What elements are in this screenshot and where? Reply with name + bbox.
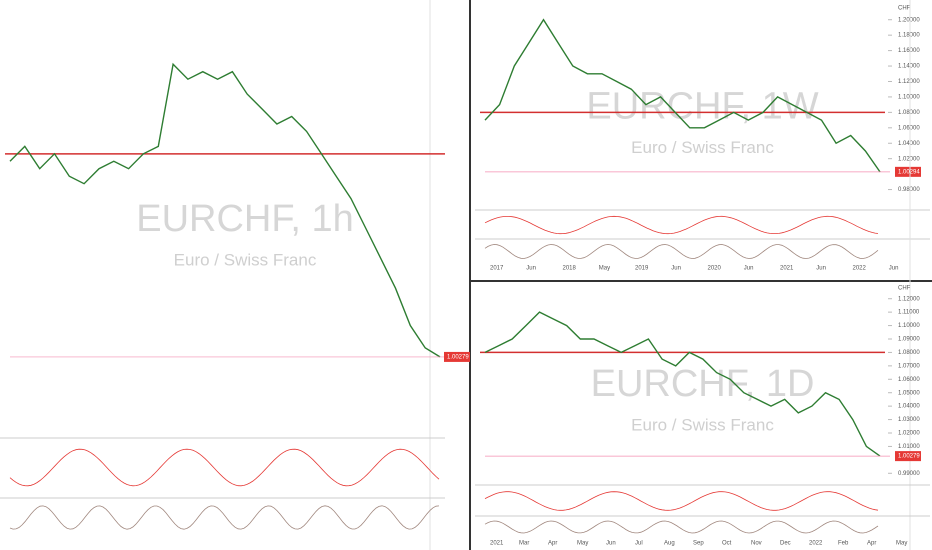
x-tick-label: 2017 [490, 266, 504, 272]
indicator-line [484, 215, 879, 235]
price-line [484, 18, 881, 173]
x-tick-label: Jun [606, 541, 616, 547]
y-tick-label: 1.12000 [898, 296, 920, 302]
x-tick-label: Jun [816, 266, 826, 272]
price-line [9, 62, 441, 358]
y-tick-label: 1.07000 [898, 363, 920, 369]
x-tick-label: 2021 [490, 541, 504, 547]
x-tick-label: 2020 [708, 266, 722, 272]
y-tick-label: 1.02000 [898, 156, 920, 162]
price-tag [895, 166, 921, 177]
watermark-subtitle: Euro / Swiss Franc [631, 415, 774, 434]
price-tag [895, 451, 921, 462]
y-tick-label: 1.03000 [898, 417, 920, 423]
y-tick-label: 1.16000 [898, 48, 920, 54]
watermark-subtitle: Euro / Swiss Franc [631, 138, 774, 157]
y-tick-label: 1.10000 [898, 323, 920, 329]
indicator-line [484, 244, 879, 259]
x-tick-label: Sep [693, 541, 704, 547]
y-tick-label: 0.98000 [898, 187, 920, 193]
currency: CHF [898, 286, 911, 292]
price-tag-label: 1.00294 [898, 169, 920, 175]
x-tick-label: Apr [867, 541, 876, 547]
y-tick-label: 1.05000 [898, 390, 920, 396]
x-tick-label: 2018 [563, 266, 577, 272]
x-tick-label: Jun [671, 266, 681, 272]
y-tick-label: 1.01000 [898, 444, 920, 450]
y-tick-label: 1.06000 [898, 125, 920, 131]
x-tick-label: Aug [664, 541, 675, 547]
x-tick-label: 2022 [809, 541, 823, 547]
x-tick-label: May [599, 266, 610, 272]
price-tag [444, 351, 470, 362]
indicator-line [484, 520, 879, 534]
watermark: EURCHF, 1D [591, 363, 815, 405]
y-tick-label: 1.04000 [898, 404, 920, 410]
x-tick-label: Mar [519, 541, 529, 547]
x-tick-label: May [896, 541, 907, 547]
x-tick-label: Dec [780, 541, 791, 547]
y-tick-label: 1.12000 [898, 79, 920, 85]
y-tick-label: 1.04000 [898, 141, 920, 147]
x-tick-label: Oct [722, 541, 732, 547]
indicator-line [484, 491, 879, 511]
y-tick-label: 1.06000 [898, 377, 920, 383]
y-tick-label: 1.14000 [898, 64, 920, 70]
y-tick-label: 1.18000 [898, 33, 920, 39]
x-tick-label: Jun [889, 266, 899, 272]
price-tag-label: 1.00279 [447, 355, 469, 361]
y-tick-label: 1.20000 [898, 17, 920, 23]
x-tick-label: Jul [635, 541, 643, 547]
indicator-line [9, 448, 440, 487]
indicator-line [9, 505, 440, 530]
price-line [484, 311, 881, 457]
watermark-subtitle: Euro / Swiss Franc [174, 250, 317, 269]
x-tick-label: 2019 [635, 266, 649, 272]
x-tick-label: May [577, 541, 588, 547]
x-tick-label: 2021 [780, 266, 794, 272]
y-tick-label: 1.11000 [898, 310, 920, 316]
x-tick-label: Apr [548, 541, 557, 547]
watermark: EURCHF, 1h [136, 198, 354, 240]
y-tick-label: 1.09000 [898, 337, 920, 343]
y-tick-label: 0.99000 [898, 471, 920, 477]
x-tick-label: Jun [526, 266, 536, 272]
currency: CHF [898, 6, 911, 12]
x-tick-label: 2022 [853, 266, 867, 272]
y-tick-label: 1.08000 [898, 350, 920, 356]
y-tick-label: 1.02000 [898, 431, 920, 437]
x-tick-label: Jun [744, 266, 754, 272]
y-tick-label: 1.10000 [898, 94, 920, 100]
y-tick-label: 1.08000 [898, 110, 920, 116]
watermark: EURCHF, 1W [586, 86, 818, 128]
x-tick-label: Feb [838, 541, 849, 547]
price-tag-label: 1.00279 [898, 454, 920, 460]
x-tick-label: Nov [751, 541, 762, 547]
